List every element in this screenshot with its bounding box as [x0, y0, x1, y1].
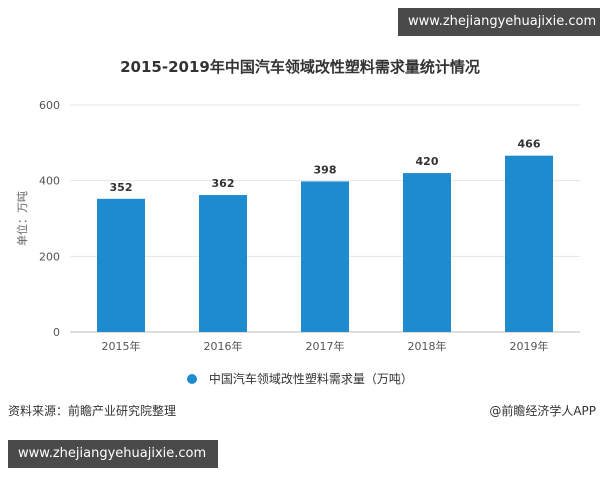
chart-title: 2015-2019年中国汽车领域改性塑料需求量统计情况 [120, 58, 480, 76]
bar [301, 181, 349, 332]
source-note: 资料来源：前瞻产业研究院整理 [8, 404, 177, 418]
chart-legend: 中国汽车领域改性塑料需求量（万吨） [0, 370, 600, 387]
x-tick-label: 2016年 [204, 339, 243, 353]
y-tick-label: 400 [39, 175, 60, 188]
watermark-banner-bottom: www.zhejiangyehuajixie.com [8, 440, 218, 468]
bar-value-label: 420 [416, 155, 439, 168]
bar [97, 198, 145, 332]
bar-value-label: 352 [110, 181, 133, 194]
y-tick-label: 200 [39, 250, 60, 263]
bar-value-label: 398 [314, 163, 337, 176]
x-tick-label: 2017年 [306, 339, 345, 353]
y-tick-label: 0 [53, 326, 60, 339]
legend-label: 中国汽车领域改性塑料需求量（万吨） [208, 372, 413, 386]
bar [505, 155, 553, 332]
x-tick-label: 2015年 [102, 339, 141, 353]
bar [199, 195, 247, 332]
bar [403, 173, 451, 332]
x-tick-label: 2018年 [408, 339, 447, 353]
bar-value-label: 466 [518, 138, 541, 151]
y-axis-title: 单位：万吨 [15, 191, 29, 246]
brand-credit: @前瞻经济学人APP [489, 404, 596, 418]
y-tick-label: 600 [39, 99, 60, 112]
legend-marker [187, 373, 198, 384]
watermark-banner-top: www.zhejiangyehuajixie.com [398, 8, 600, 36]
x-tick-label: 2019年 [510, 339, 549, 353]
bar-value-label: 362 [212, 177, 235, 190]
